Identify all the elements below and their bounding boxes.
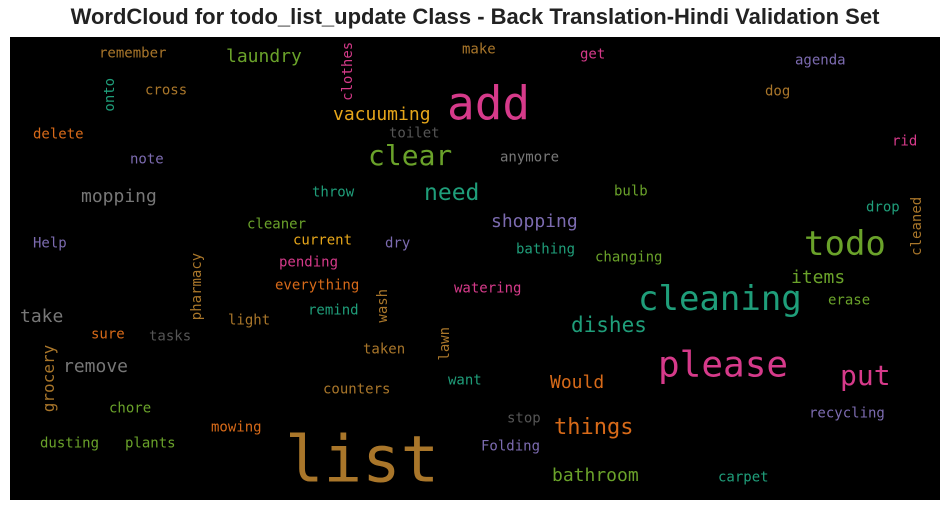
- word-vacuuming: vacuuming: [333, 104, 431, 125]
- word-bathing: bathing: [516, 241, 575, 257]
- word-watering: watering: [454, 280, 521, 296]
- word-mopping: mopping: [81, 186, 157, 207]
- word-shopping: shopping: [491, 211, 578, 232]
- word-take: take: [20, 306, 63, 327]
- word-throw: throw: [312, 184, 355, 200]
- word-clear: clear: [368, 139, 452, 172]
- word-help: Help: [33, 235, 67, 251]
- word-clothes: clothes: [340, 42, 356, 101]
- word-onto: onto: [102, 78, 118, 112]
- word-light: light: [228, 312, 270, 328]
- word-please: please: [658, 345, 788, 386]
- word-erase: erase: [828, 292, 870, 308]
- word-recycling: recycling: [809, 405, 885, 421]
- word-stop: stop: [507, 410, 541, 426]
- word-rid: rid: [892, 133, 917, 149]
- word-folding: Folding: [481, 438, 540, 454]
- word-cleaner: cleaner: [247, 216, 306, 232]
- word-anymore: anymore: [500, 149, 559, 165]
- word-note: note: [130, 151, 164, 167]
- word-lawn: lawn: [437, 327, 453, 361]
- word-everything: everything: [275, 277, 359, 293]
- word-need: need: [424, 180, 479, 206]
- word-would: Would: [550, 372, 604, 393]
- chart-title: WordCloud for todo_list_update Class - B…: [70, 4, 880, 29]
- word-sure: sure: [91, 326, 125, 342]
- word-remember: remember: [99, 45, 166, 61]
- word-counters: counters: [323, 381, 390, 397]
- word-list: list: [285, 423, 439, 497]
- word-grocery: grocery: [39, 344, 58, 412]
- word-tasks: tasks: [149, 328, 191, 344]
- word-delete: delete: [33, 126, 84, 142]
- word-changing: changing: [595, 249, 662, 265]
- word-make: make: [462, 41, 496, 57]
- word-mowing: mowing: [211, 419, 262, 435]
- word-todo: todo: [804, 224, 886, 264]
- word-dishes: dishes: [571, 313, 647, 337]
- word-dog: dog: [765, 83, 790, 99]
- word-dry: dry: [385, 235, 410, 251]
- word-put: put: [840, 359, 891, 392]
- word-taken: taken: [363, 341, 405, 357]
- word-dusting: dusting: [40, 435, 99, 451]
- word-bathroom: bathroom: [552, 465, 639, 486]
- word-carpet: carpet: [718, 469, 769, 485]
- word-bulb: bulb: [614, 183, 648, 199]
- wordcloud-canvas: list add please cleaning todo clear put need dis…: [10, 37, 940, 500]
- word-remove: remove: [63, 356, 128, 377]
- word-toilet: toilet: [389, 125, 440, 141]
- word-wash: wash: [375, 289, 391, 323]
- word-laundry: laundry: [226, 46, 302, 67]
- word-cross: cross: [145, 82, 187, 98]
- word-remind: remind: [308, 302, 359, 318]
- word-chore: chore: [109, 400, 151, 416]
- word-drop: drop: [866, 199, 900, 215]
- word-pharmacy: pharmacy: [189, 253, 205, 320]
- word-plants: plants: [125, 435, 176, 451]
- word-items: items: [791, 267, 845, 288]
- word-cleaned: cleaned: [909, 197, 925, 256]
- word-things: things: [554, 415, 633, 440]
- word-agenda: agenda: [795, 52, 846, 68]
- word-want: want: [448, 372, 482, 388]
- word-current: current: [293, 232, 352, 248]
- word-pending: pending: [279, 254, 338, 270]
- word-add: add: [447, 77, 530, 131]
- word-get: get: [580, 46, 605, 62]
- word-cleaning: cleaning: [638, 279, 802, 319]
